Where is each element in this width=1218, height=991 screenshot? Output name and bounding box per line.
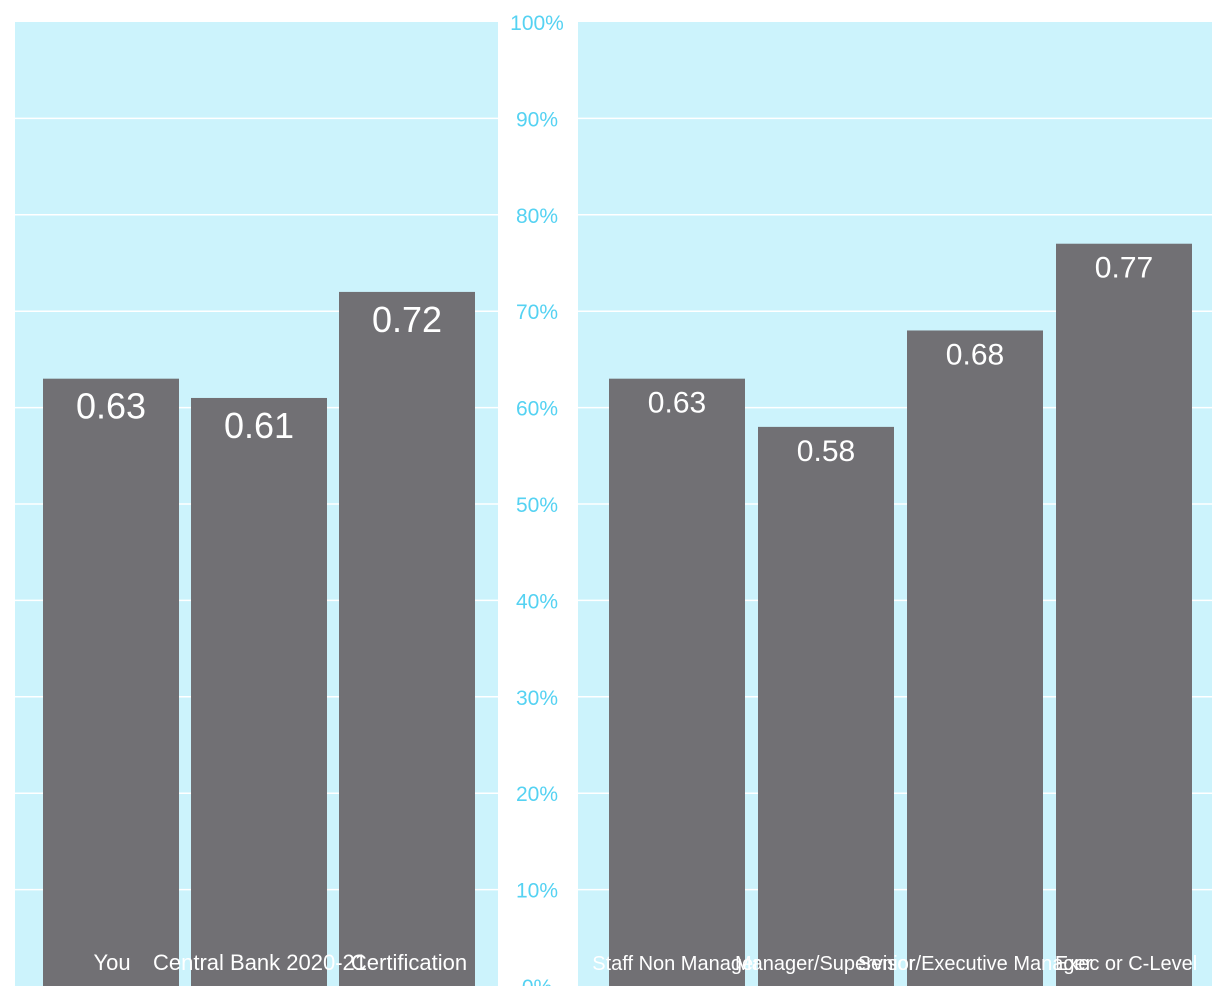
y-tick-label-4: 40% bbox=[516, 590, 558, 613]
x-tick-label-2-3: Senior/Executive Manager bbox=[858, 953, 1093, 975]
x-tick-label-2-1: Staff Non Manager bbox=[592, 953, 760, 975]
bar-value-label-1-3: 0.72 bbox=[372, 299, 442, 340]
x-tick-label-2-4: Exec or C-Level bbox=[1055, 953, 1197, 975]
y-tick-label-7: 70% bbox=[516, 301, 558, 324]
bar-value-label-2-3: 0.68 bbox=[946, 338, 1004, 371]
y-tick-label-10: 100% bbox=[510, 12, 564, 35]
y-tick-label-0: 0% bbox=[522, 976, 552, 986]
y-tick-label-9: 90% bbox=[516, 108, 558, 131]
y-tick-label-6: 60% bbox=[516, 398, 558, 421]
bar-1-3 bbox=[339, 291, 475, 986]
bar-value-label-2-4: 0.77 bbox=[1095, 252, 1153, 285]
bar-value-label-2-1: 0.63 bbox=[648, 387, 706, 420]
x-tick-label-2-2: Manager/Supervisor bbox=[735, 953, 915, 975]
x-tick-label-1-1: You bbox=[93, 950, 130, 975]
bar-2-2 bbox=[758, 426, 894, 986]
bar-1-1 bbox=[43, 378, 179, 986]
y-tick-label-5: 50% bbox=[516, 494, 558, 517]
bar-value-label-2-2: 0.58 bbox=[797, 435, 855, 468]
y-tick-label-8: 80% bbox=[516, 205, 558, 228]
bar-1-2 bbox=[191, 397, 327, 987]
x-tick-label-1-2: Central Bank 2020-21 bbox=[153, 950, 367, 975]
bar-value-label-1-2: 0.61 bbox=[224, 405, 294, 446]
x-tick-label-1-3: Certification bbox=[351, 950, 467, 975]
y-tick-label-1: 10% bbox=[516, 880, 558, 903]
bar-2-3 bbox=[907, 330, 1043, 987]
bar-value-label-1-1: 0.63 bbox=[76, 386, 146, 427]
bar-2-4 bbox=[1056, 243, 1192, 987]
bar-2-1 bbox=[609, 378, 745, 986]
y-tick-label-3: 30% bbox=[516, 687, 558, 710]
y-tick-label-2: 20% bbox=[516, 783, 558, 806]
